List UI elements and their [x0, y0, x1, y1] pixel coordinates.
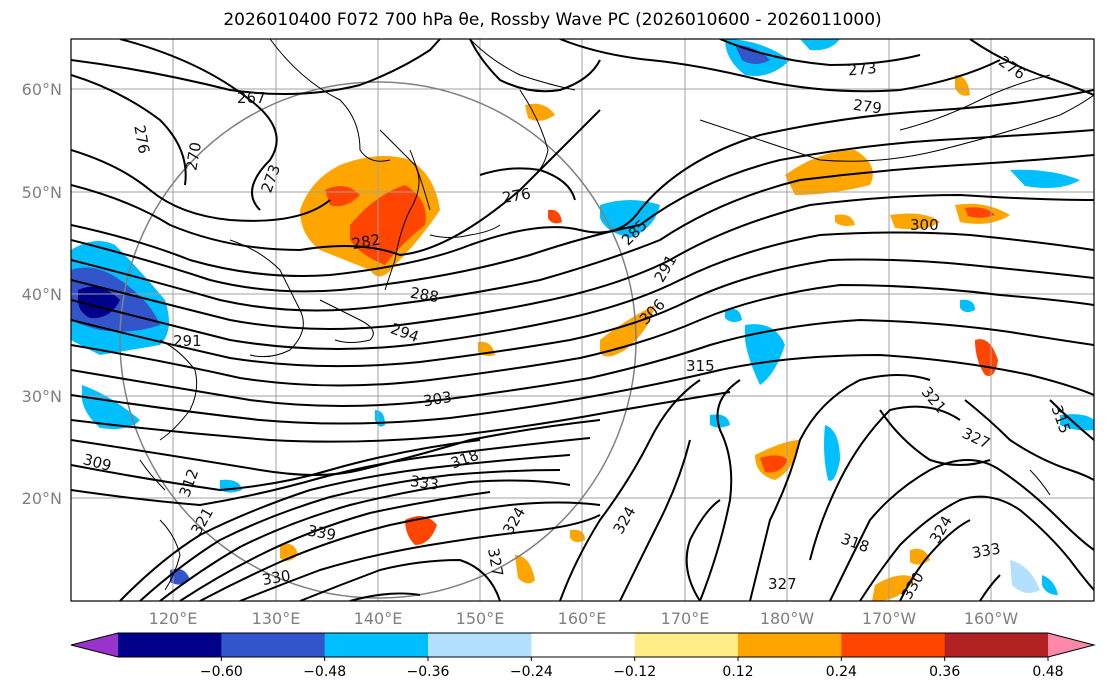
colorbar-segment [324, 633, 429, 657]
contour-label: 330 [261, 566, 292, 589]
colorbar-segment [634, 633, 739, 657]
colorbar-tick-label: −0.12 [613, 664, 656, 680]
latitude-axis: 60°N 50°N 40°N 30°N 20°N [22, 80, 62, 508]
contour-label: 333 [970, 539, 1001, 562]
theta-e-contours [71, 39, 1094, 601]
lon-tick-label: 120°E [149, 609, 198, 628]
lon-tick-label: 170°E [661, 609, 710, 628]
colorbar-tick-label: 0.36 [929, 664, 960, 680]
contour-label: 339 [306, 522, 337, 545]
lat-tick-label: 50°N [22, 183, 62, 202]
lon-tick-label: 180°W [760, 609, 815, 628]
contour-label: 267 [237, 89, 266, 107]
contour-label: 291 [173, 332, 202, 350]
map-title: 2026010400 F072 700 hPa θe, Rossby Wave … [223, 10, 882, 30]
contour-label: 276 [130, 124, 153, 155]
lon-tick-label: 160°E [558, 609, 607, 628]
lon-tick-label: 140°E [354, 609, 403, 628]
colorbar-tick-label: −0.24 [510, 664, 553, 680]
contour-label: 315 [686, 357, 715, 375]
lon-tick-label: 170°W [862, 609, 917, 628]
contour-label: 270 [182, 141, 205, 172]
lon-tick-label: 160°W [964, 609, 1019, 628]
colorbar-segment [118, 633, 222, 657]
colorbar-extend-high [1048, 633, 1094, 657]
lon-tick-label: 130°E [252, 609, 301, 628]
lat-tick-label: 40°N [22, 285, 62, 304]
lat-tick-label: 30°N [22, 387, 62, 406]
colorbar: −0.60 −0.48 −0.36 −0.24 −0.12 0.12 0.24 0.36 0.4… [70, 632, 1096, 680]
colorbar-tick-label: −0.60 [200, 664, 243, 680]
contour-label: 333 [409, 472, 440, 494]
map-frame [70, 38, 1095, 602]
colorbar-extend-low [71, 633, 118, 657]
contour-label: 288 [409, 284, 440, 307]
contour-label: 276 [501, 184, 532, 207]
colorbar-tick-label: −0.48 [303, 664, 346, 680]
contour-label: 282 [350, 230, 381, 253]
contour-label: 300 [910, 216, 939, 234]
colorbar-segment [841, 633, 946, 657]
lon-tick-label: 150°E [456, 609, 505, 628]
contour-label: 327 [484, 547, 507, 578]
contour-label: 273 [847, 59, 877, 79]
colorbar-segment [428, 633, 532, 657]
coastlines [139, 39, 1094, 591]
colorbar-tick-label: 0.12 [722, 664, 753, 680]
colorbar-segment [221, 633, 326, 657]
colorbar-tick-label: −0.36 [407, 664, 450, 680]
colorbar-tick-label: 0.24 [826, 664, 857, 680]
contour-labels: 267 270 276 273 276 279 273 276 282 285 … [81, 52, 1074, 603]
colorbar-tick-label: 0.48 [1032, 664, 1063, 680]
contour-label: 303 [422, 388, 453, 411]
colorbar-outline [70, 632, 1096, 658]
contour-label: 279 [852, 96, 883, 118]
title-bar: 2026010400 F072 700 hPa θe, Rossby Wave … [0, 0, 1105, 34]
map-panel [70, 38, 1095, 602]
lat-tick-label: 20°N [22, 489, 62, 508]
colorbar-segment [531, 633, 636, 657]
colorbar-segment [738, 633, 842, 657]
colorbar-segment [944, 633, 1049, 657]
contour-label: 327 [768, 575, 797, 593]
longitude-axis: 120°E 130°E 140°E 150°E 160°E 170°E 180°… [149, 609, 1019, 628]
lat-tick-label: 60°N [22, 80, 62, 99]
reference-circle [119, 81, 637, 599]
